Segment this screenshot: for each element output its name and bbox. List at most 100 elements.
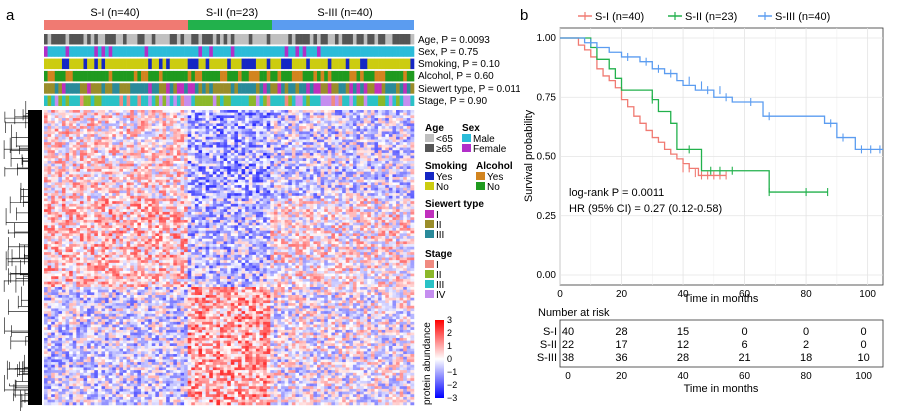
track-cell-siewert xyxy=(97,83,102,94)
heatmap-cell xyxy=(69,193,73,197)
heatmap-cell xyxy=(119,163,124,167)
heatmap-cell xyxy=(338,169,343,172)
heatmap-cell xyxy=(198,193,203,197)
track-cell-stage xyxy=(47,95,52,106)
heatmap-cell xyxy=(363,166,368,170)
heatmap-cell xyxy=(137,217,142,221)
heatmap-cell xyxy=(266,187,271,191)
heatmap-cell xyxy=(187,110,192,113)
heatmap-cell xyxy=(223,139,228,143)
heatmap-cell xyxy=(220,179,224,183)
track-cell-age xyxy=(191,34,196,45)
heatmap-cell xyxy=(61,211,66,215)
heatmap-cell xyxy=(374,142,379,146)
heatmap-cell xyxy=(367,144,372,148)
heatmap-cell xyxy=(47,115,52,119)
heatmap-cell xyxy=(105,201,109,205)
heatmap-cell xyxy=(94,147,99,151)
heatmap-cell xyxy=(155,163,160,167)
heatmap-cell xyxy=(105,203,109,207)
heatmap-cell xyxy=(392,179,397,183)
heatmap-cell xyxy=(148,118,153,121)
heatmap-cell xyxy=(47,155,52,159)
track-cell-alcohol xyxy=(108,70,113,82)
heatmap-cell xyxy=(162,190,167,194)
heatmap-cell xyxy=(403,150,408,154)
heatmap-cell xyxy=(54,201,59,205)
heatmap-cell xyxy=(176,142,181,146)
heatmap-cell xyxy=(237,147,242,151)
heatmap-cell xyxy=(281,201,285,205)
heatmap-cell xyxy=(367,185,372,189)
heatmap-cell xyxy=(385,144,390,148)
heatmap-cell xyxy=(202,206,206,210)
heatmap-cell xyxy=(144,190,149,194)
heatmap-cell xyxy=(245,139,250,143)
heatmap-cell xyxy=(173,209,178,213)
heatmap-cell xyxy=(410,110,415,113)
heatmap-cell xyxy=(334,160,339,164)
heatmap-cell xyxy=(299,160,303,164)
heatmap-cell xyxy=(105,209,109,213)
heatmap-cell xyxy=(151,131,156,135)
heatmap-cell xyxy=(378,142,382,146)
heatmap-cell xyxy=(65,193,70,197)
heatmap-cell xyxy=(381,115,386,119)
heatmap-cell xyxy=(385,139,390,143)
heatmap-cell xyxy=(180,136,185,140)
heatmap-cell xyxy=(198,112,203,116)
heatmap-cell xyxy=(313,198,318,202)
heatmap-cell xyxy=(342,201,346,205)
heatmap-cell xyxy=(273,126,278,130)
heatmap-cell xyxy=(205,166,210,170)
heatmap-cell xyxy=(133,177,138,180)
track-cell-siewert xyxy=(148,83,153,94)
heatmap-cell xyxy=(176,158,181,162)
track-cell-age xyxy=(123,34,127,45)
heatmap-cell xyxy=(47,195,52,199)
track-cell-siewert xyxy=(140,83,145,94)
track-cell-smoking xyxy=(320,58,325,70)
heatmap-cell xyxy=(245,150,250,154)
heatmap-cell xyxy=(334,203,339,207)
track-cell-age xyxy=(385,34,390,45)
track-cell-stage xyxy=(176,95,181,106)
heatmap-cell xyxy=(216,150,221,154)
heatmap-cell xyxy=(198,152,203,156)
heatmap-cell xyxy=(151,190,156,194)
track-cell-stage xyxy=(194,95,199,106)
heatmap-cell xyxy=(342,110,346,113)
heatmap-cell xyxy=(241,171,246,175)
heatmap-cell xyxy=(313,128,318,132)
heatmap-cell xyxy=(291,187,296,191)
heatmap-cell xyxy=(130,193,135,197)
heatmap-cell xyxy=(51,198,56,202)
heatmap-cell xyxy=(166,155,170,159)
heatmap-cell xyxy=(270,171,275,175)
heatmap-cell xyxy=(299,150,303,154)
heatmap-cell xyxy=(367,136,372,140)
heatmap-cell xyxy=(119,211,124,215)
heatmap-cell xyxy=(115,136,120,140)
heatmap-cell xyxy=(151,179,156,183)
heatmap-cell xyxy=(133,120,138,124)
track-cell-smoking xyxy=(72,58,77,70)
heatmap-cell xyxy=(173,211,178,215)
heatmap-cell xyxy=(194,144,199,148)
heatmap-cell xyxy=(79,147,84,151)
heatmap-cell xyxy=(356,179,361,183)
heatmap-cell xyxy=(295,134,300,138)
heatmap-cell xyxy=(137,166,142,170)
heatmap-cell xyxy=(410,144,415,148)
heatmap-cell xyxy=(338,128,343,132)
heatmap-cell xyxy=(381,171,386,175)
heatmap-cell xyxy=(176,206,181,210)
heatmap-cell xyxy=(115,128,120,132)
heatmap-cell xyxy=(241,158,246,162)
heatmap-cell xyxy=(162,195,167,199)
heatmap-cell xyxy=(309,177,314,180)
heatmap-cell xyxy=(166,144,170,148)
heatmap-cell xyxy=(360,214,364,218)
heatmap-cell xyxy=(234,147,239,151)
heatmap-cell xyxy=(252,126,257,130)
